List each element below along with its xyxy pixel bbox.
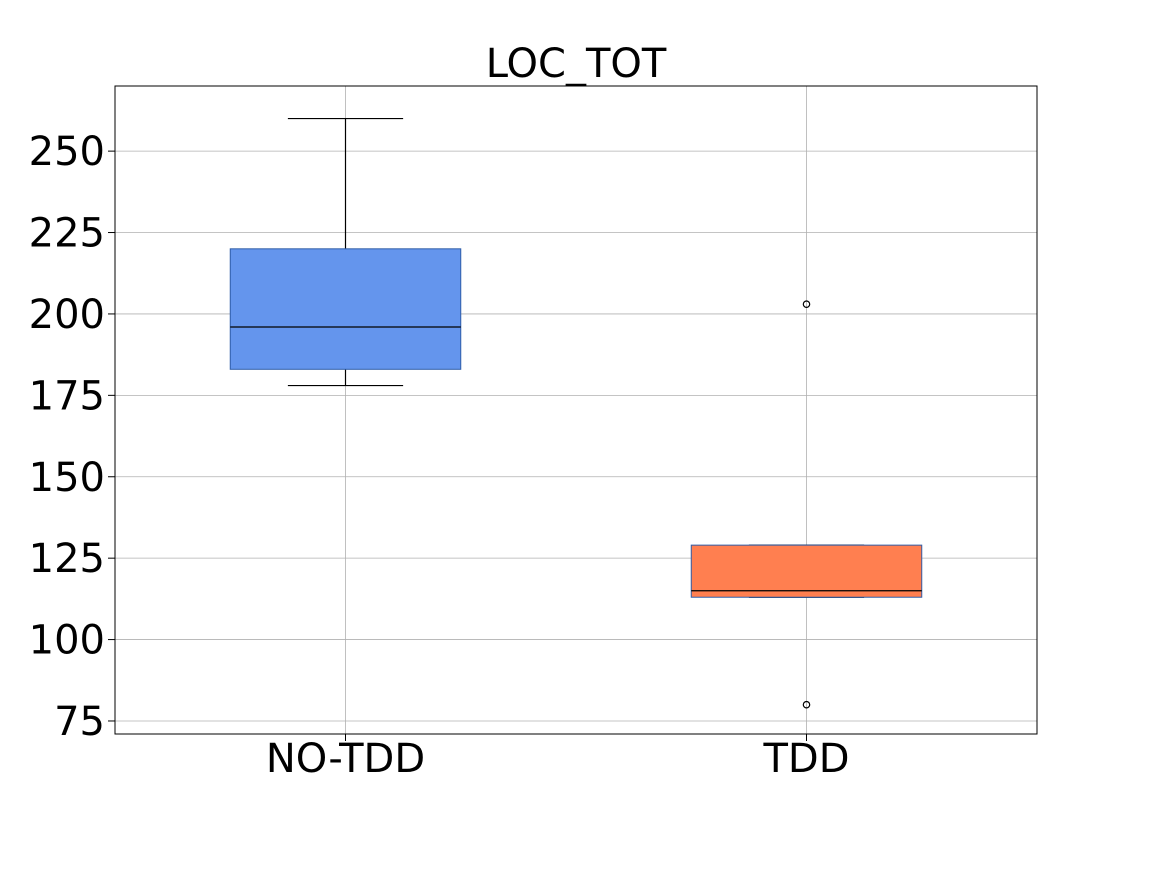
y-tick-label: 150: [29, 455, 105, 501]
x-tick-label: NO-TDD: [266, 736, 425, 782]
box-body: [229, 248, 462, 370]
box-no-tdd: [229, 117, 462, 387]
outlier-point: [802, 700, 811, 709]
y-tick-label: 250: [29, 129, 105, 175]
box-tdd: [690, 300, 923, 709]
x-tick-label: TDD: [762, 736, 849, 782]
y-tick-label: 200: [29, 292, 105, 338]
chart-title: LOC_TOT: [486, 41, 667, 87]
y-tick-label: 175: [29, 373, 105, 419]
y-tick-label: 75: [54, 699, 105, 745]
y-tick-label: 225: [29, 211, 105, 257]
plot-frame: [114, 85, 1038, 735]
y-tick-label: 100: [29, 618, 105, 664]
outlier-point: [802, 300, 811, 308]
box-body: [690, 544, 923, 598]
y-axis-ticks: 75 100 125 150 175 200 225 250: [29, 129, 115, 745]
boxes: [229, 117, 923, 709]
x-axis-ticks: NO-TDD TDD: [266, 734, 850, 782]
y-tick-label: 125: [29, 536, 105, 582]
grid-lines: [115, 86, 1037, 734]
